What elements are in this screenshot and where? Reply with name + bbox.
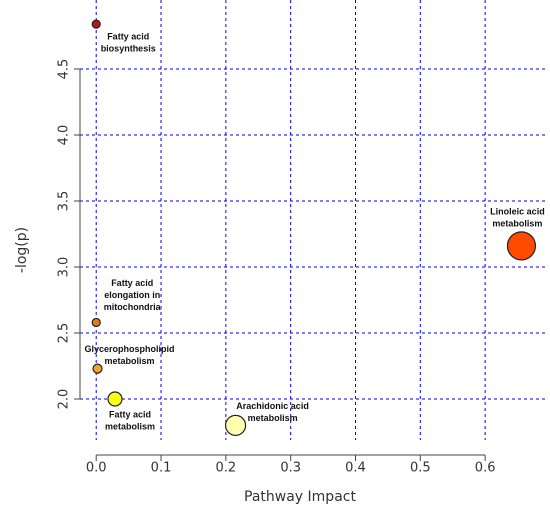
y-tick-label: 4.0 [57,125,72,146]
point-label: metabolism [105,421,155,431]
bubble [92,363,103,374]
bubble [506,231,537,261]
y-tick-label: 3.0 [57,257,72,278]
x-tick-label: 0.0 [86,461,107,476]
point-label: mitochondria [104,302,162,312]
point-label: metabolism [104,356,154,366]
x-tick-label: 0.4 [345,461,366,476]
point-label: Arachidonic acid [236,401,309,411]
y-tick-label: 3.5 [57,191,72,212]
x-tick-label: 0.5 [410,461,431,476]
point-label: Linoleic acid [490,206,545,216]
x-tick-label: 0.1 [151,461,172,476]
point-label: Fatty acid [107,31,149,41]
point-label: biosynthesis [101,43,156,53]
point-label: Glycerophospholipid [84,344,174,354]
bubble [107,391,123,407]
x-axis-title: Pathway Impact [244,489,356,505]
point-label: Fatty acid [111,278,153,288]
bubble [224,414,247,436]
bubble [91,317,101,328]
x-tick-label: 0.6 [475,461,496,476]
point-label: elongation in [104,290,160,300]
point-label: Fatty acid [109,409,151,419]
y-tick-label: 2.0 [57,389,72,410]
x-tick-label: 0.2 [216,461,237,476]
x-tick-label: 0.3 [280,461,301,476]
y-axis-title: -log(p) [14,227,30,273]
y-tick-label: 4.5 [57,59,72,80]
point-label: metabolism [492,218,542,228]
bubble [91,19,101,29]
point-label: metabolism [248,413,298,423]
y-tick-label: 2.5 [57,323,72,344]
